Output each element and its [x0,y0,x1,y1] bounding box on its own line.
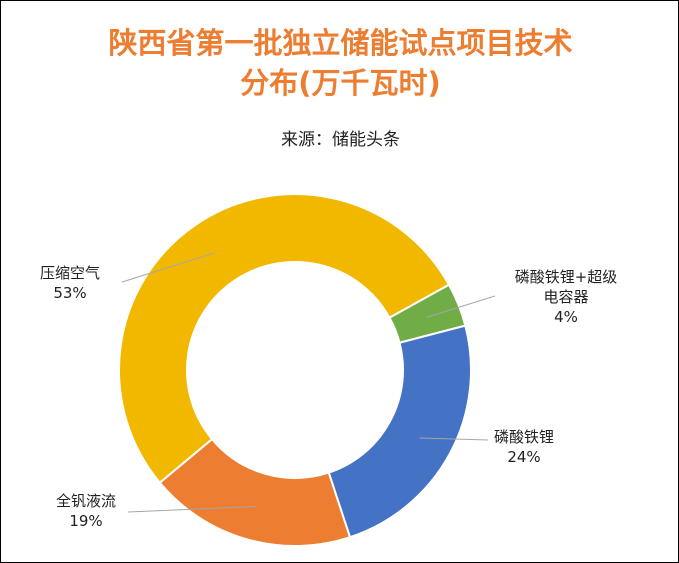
data-label-1: 磷酸铁锂 24% [494,428,554,466]
data-label-3: 压缩空气 53% [40,264,100,302]
leader-line-1 [419,437,489,441]
leader-line-3 [121,252,215,283]
chart-title-line-2: 分布(万千瓦时) [240,66,441,100]
donut-slice-1 [327,324,472,539]
chart-subtitle: 来源：储能头条 [281,130,400,150]
data-label-0: 磷酸铁锂+超级电容器 4% [515,268,618,326]
chart-title-line-1: 陕西省第一批独立储能试点项目技术 [108,26,573,60]
data-label-2: 全钒液流 19% [56,492,116,530]
leader-line-0 [426,295,496,318]
donut-slice-2 [158,437,352,547]
chart-title: 陕西省第一批独立储能试点项目技术 分布(万千瓦时) [1,23,679,103]
donut-slice-3 [118,193,451,485]
leader-line-2 [127,505,256,513]
